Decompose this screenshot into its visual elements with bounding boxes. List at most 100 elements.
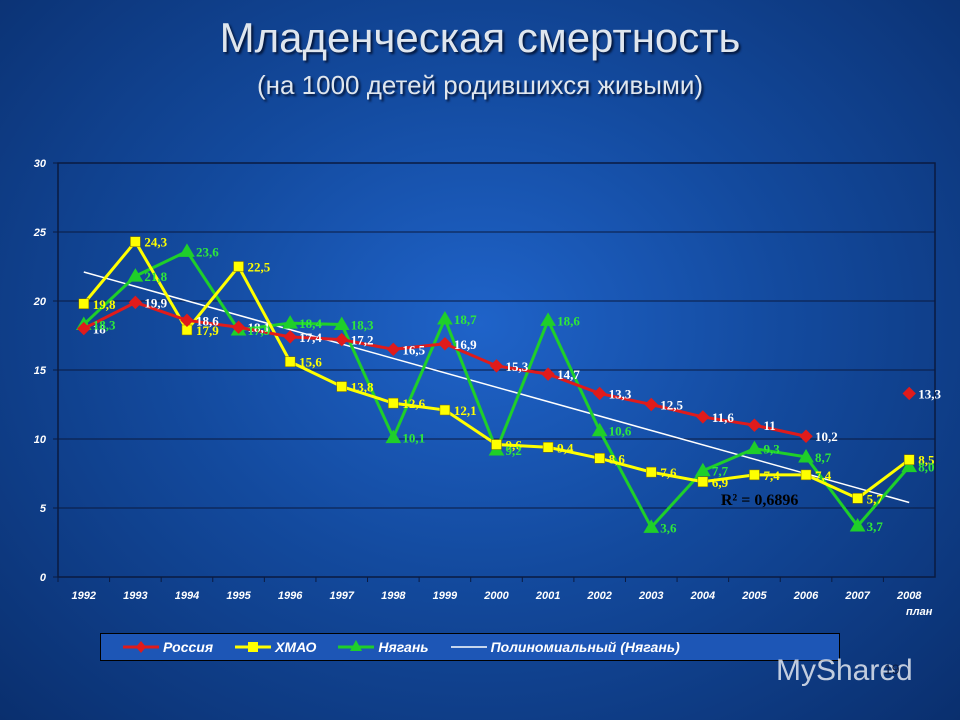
data-label: 7,4 xyxy=(815,468,832,483)
data-point-Россия xyxy=(489,359,504,373)
data-label: 17,9 xyxy=(196,323,219,338)
data-label: 14,7 xyxy=(557,367,580,382)
data-label: 6,9 xyxy=(712,475,729,490)
data-label: 8,7 xyxy=(815,450,832,465)
data-point-Россия xyxy=(128,295,143,310)
data-point-Нягань xyxy=(437,310,453,325)
x-tick-label: 2003 xyxy=(638,590,663,602)
data-point-ХМАО xyxy=(336,381,347,392)
data-label: 11 xyxy=(763,418,775,433)
data-point-ХМАО xyxy=(594,453,605,464)
data-point-Россия xyxy=(283,330,297,344)
data-label: 7,6 xyxy=(660,465,677,480)
data-point-Нягань xyxy=(849,517,866,532)
data-point-Россия xyxy=(799,429,813,443)
data-label: 12,5 xyxy=(660,398,683,413)
data-point-Россия xyxy=(696,410,710,424)
x-tick-label: 1998 xyxy=(381,590,406,602)
x-tick-label: 2001 xyxy=(535,590,560,602)
r-squared-annotation: R² = 0,6896 xyxy=(721,492,798,509)
data-label: 18,6 xyxy=(557,313,580,328)
data-label: 23,6 xyxy=(196,244,219,259)
x-tick-label: 1997 xyxy=(329,590,354,602)
legend-item: Полиномиальный (Нягань) xyxy=(450,639,680,655)
data-label: 18,3 xyxy=(93,317,116,332)
data-label: 24,3 xyxy=(144,235,167,250)
data-point-ХМАО xyxy=(646,466,657,478)
x-tick-label: 2005 xyxy=(741,590,767,602)
data-label: 9,6 xyxy=(506,438,523,453)
y-tick-label: 20 xyxy=(33,296,47,308)
line-chart: 0 5 10 15 20 25 30 1992 1993 1994 1995 1996 1997 1998… xyxy=(33,158,941,602)
y-tick-label: 0 xyxy=(40,572,47,584)
data-point-Нягань xyxy=(643,519,660,533)
data-label: 7,7 xyxy=(712,464,729,479)
data-point-Нягань xyxy=(540,312,556,326)
data-label: 9,2 xyxy=(506,443,522,458)
data-label: 18,3 xyxy=(351,317,374,332)
legend-item: Россия xyxy=(123,639,213,655)
data-point-ХМАО xyxy=(130,236,141,247)
x-tick-label: 1993 xyxy=(123,590,147,602)
data-point-ХМАО xyxy=(388,397,399,409)
data-label: 17,9 xyxy=(248,323,271,338)
data-point-Нягань xyxy=(591,422,608,437)
data-point-Россия xyxy=(541,367,555,381)
legend-label: Нягань xyxy=(378,639,429,655)
data-label: 3,6 xyxy=(660,520,677,535)
data-label: 21,8 xyxy=(144,269,167,284)
data-point-Россия xyxy=(438,337,452,351)
data-point-Россия xyxy=(335,332,349,347)
x-tick-label: 2000 xyxy=(483,590,509,602)
data-label: 18,4 xyxy=(299,316,322,331)
data-label: 13,3 xyxy=(918,386,941,401)
y-tick-label: 30 xyxy=(34,158,47,170)
data-point-Россия xyxy=(902,386,916,401)
data-label: 10,1 xyxy=(402,431,425,446)
x-tick-label: 1996 xyxy=(278,590,303,602)
data-label: 5,7 xyxy=(867,491,884,506)
data-label: 16,5 xyxy=(402,342,425,357)
legend-marker-icon xyxy=(235,642,272,652)
data-point-Россия xyxy=(77,321,91,336)
data-label: 11,6 xyxy=(712,410,735,425)
data-label: 8,0 xyxy=(918,460,934,475)
y-tick-label: 5 xyxy=(40,503,47,515)
data-label: 18 xyxy=(93,322,107,337)
data-label: 9,3 xyxy=(763,442,780,457)
data-label: 3,7 xyxy=(867,519,884,534)
data-label: 18,6 xyxy=(196,313,219,328)
data-label: 8,6 xyxy=(609,451,626,466)
series-line-Нягань xyxy=(82,249,911,530)
data-label: 10,6 xyxy=(609,424,632,439)
legend-marker-icon xyxy=(123,641,159,653)
data-label: 18,1 xyxy=(248,320,271,335)
x-tick-label: 2002 xyxy=(586,590,611,602)
x-tick-label: 1999 xyxy=(433,590,458,602)
y-tick-label: 25 xyxy=(33,227,47,239)
data-point-Нягань xyxy=(127,268,144,282)
data-label: 7,4 xyxy=(763,468,780,483)
data-label: 15,3 xyxy=(506,359,529,374)
data-label: 19,9 xyxy=(144,295,167,310)
data-point-ХМАО xyxy=(439,404,451,416)
chart-title: Младенческая смертность xyxy=(219,14,741,61)
watermark: MyShared xyxy=(776,654,913,687)
data-point-ХМАО xyxy=(233,261,244,272)
legend-marker-icon xyxy=(338,640,375,651)
data-label: 18,7 xyxy=(454,312,477,327)
data-point-Нягань xyxy=(333,316,350,330)
data-label: 17,4 xyxy=(299,330,322,345)
data-point-Россия xyxy=(180,313,194,328)
data-label: 8,5 xyxy=(918,453,935,468)
data-point-ХМАО xyxy=(903,454,915,465)
x-tick-label: 2007 xyxy=(844,590,870,602)
data-point-ХМАО xyxy=(78,298,90,310)
data-label: 13,8 xyxy=(351,380,374,395)
data-point-ХМАО xyxy=(491,439,502,450)
data-point-Нягань xyxy=(179,243,195,257)
data-label: 12,6 xyxy=(402,396,425,411)
slide-number: 19 xyxy=(884,661,900,677)
data-label: 12,1 xyxy=(454,403,477,418)
data-label: 10,2 xyxy=(815,429,838,444)
